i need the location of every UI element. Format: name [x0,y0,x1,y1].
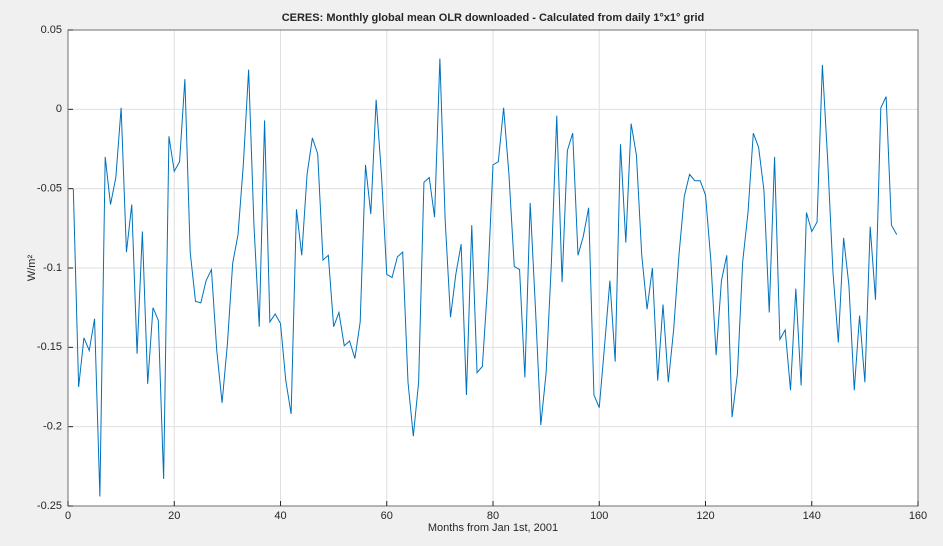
x-tick-label: 80 [487,510,499,522]
data-line [72,58,898,497]
x-tick-label: 120 [696,510,714,522]
x-axis-label: Months from Jan 1st, 2001 [428,522,558,534]
x-tick-label: 20 [168,510,180,522]
x-tick-label: 0 [65,510,71,522]
x-tick-label: 140 [803,510,821,522]
y-tick-label: -0.1 [43,262,62,274]
x-tick-label: 40 [274,510,286,522]
axes-box [67,29,919,507]
y-tick-label: -0.05 [37,183,62,195]
x-tick-label: 60 [381,510,393,522]
chart-title: CERES: Monthly global mean OLR downloade… [282,12,705,24]
x-tick-label: 100 [590,510,608,522]
y-tick-label: 0.05 [41,24,62,36]
y-axis-label: W/m² [26,255,38,282]
y-tick-label: -0.2 [43,421,62,433]
y-tick-label: -0.15 [37,341,62,353]
y-tick-label: 0 [56,103,62,115]
x-tick-label: 160 [909,510,927,522]
y-tick-label: -0.25 [37,500,62,512]
